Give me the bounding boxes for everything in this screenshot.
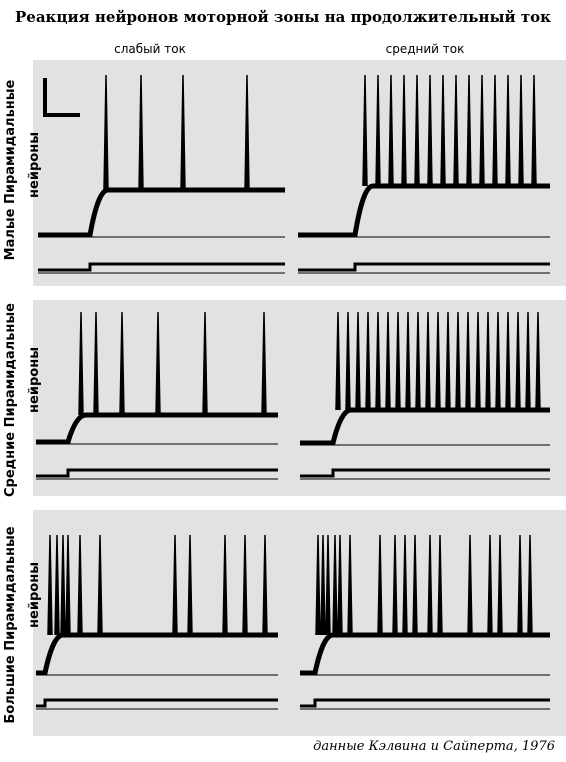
- spike: [525, 311, 531, 411]
- spike: [535, 311, 541, 411]
- voltage-trace: [36, 632, 278, 676]
- spike: [375, 74, 381, 187]
- spike: [427, 74, 433, 187]
- spike: [172, 534, 178, 636]
- spike: [405, 311, 411, 411]
- current-trace: [300, 698, 550, 708]
- spike: [475, 311, 481, 411]
- spike: [517, 534, 523, 636]
- spike: [515, 311, 521, 411]
- voltage-trace: [36, 412, 278, 445]
- voltage-trace: [300, 407, 550, 446]
- spike: [365, 311, 371, 411]
- spike: [347, 534, 353, 636]
- spike: [385, 311, 391, 411]
- spike: [497, 534, 503, 636]
- row-label: нейроны: [27, 347, 42, 413]
- row-label: нейроны: [27, 132, 42, 198]
- spike: [355, 311, 361, 411]
- spike: [425, 311, 431, 411]
- spike: [93, 311, 99, 416]
- spike: [325, 534, 331, 636]
- spike: [362, 74, 368, 187]
- spike: [466, 74, 472, 187]
- spike: [262, 534, 268, 636]
- row-label: Средние Пирамидальные: [3, 303, 18, 497]
- spike: [465, 311, 471, 411]
- spike: [244, 74, 250, 191]
- spike: [119, 311, 125, 416]
- spike: [388, 74, 394, 187]
- spike: [97, 534, 103, 636]
- spike: [414, 74, 420, 187]
- current-trace: [38, 262, 285, 272]
- spike: [518, 74, 524, 187]
- spike: [485, 311, 491, 411]
- current-trace: [298, 262, 550, 272]
- current-trace: [36, 698, 278, 708]
- spike: [440, 74, 446, 187]
- spike: [487, 534, 493, 636]
- spike: [479, 74, 485, 187]
- spike: [320, 534, 326, 636]
- spike: [202, 311, 208, 416]
- column-label: слабый ток: [114, 42, 186, 56]
- spike: [427, 534, 433, 636]
- spike: [375, 311, 381, 411]
- spike: [467, 534, 473, 636]
- spike: [531, 74, 537, 187]
- row-label: Большие Пирамидальные: [3, 526, 18, 723]
- spike: [435, 311, 441, 411]
- spike: [47, 534, 53, 636]
- spike: [138, 74, 144, 191]
- spike: [395, 311, 401, 411]
- spike: [505, 74, 511, 187]
- voltage-trace: [300, 632, 550, 676]
- spike: [77, 534, 83, 636]
- spike: [78, 311, 84, 416]
- spike: [495, 311, 501, 411]
- spike: [180, 74, 186, 191]
- spike: [54, 534, 60, 636]
- column-label: средний ток: [386, 42, 465, 56]
- spike: [65, 534, 71, 636]
- spike: [222, 534, 228, 636]
- spike: [527, 534, 533, 636]
- spike: [402, 534, 408, 636]
- row-label: нейроны: [27, 562, 42, 628]
- source-note: данные Кэлвина и Сайперта, 1976: [313, 739, 555, 754]
- spike: [437, 534, 443, 636]
- voltage-trace: [298, 183, 550, 238]
- spike: [337, 534, 343, 636]
- spike: [453, 74, 459, 187]
- current-trace: [300, 468, 550, 478]
- spike: [242, 534, 248, 636]
- spike: [335, 311, 341, 411]
- spike: [392, 534, 398, 636]
- spike: [412, 534, 418, 636]
- spike: [455, 311, 461, 411]
- spike: [505, 311, 511, 411]
- current-trace: [36, 468, 278, 478]
- panel-bg: [33, 60, 566, 286]
- row-label: Малые Пирамидальные: [3, 79, 18, 260]
- spike: [401, 74, 407, 187]
- spike: [445, 311, 451, 411]
- spike: [345, 311, 351, 411]
- scale-bar: [43, 78, 80, 117]
- spike: [261, 311, 267, 416]
- spike: [103, 74, 109, 191]
- spike: [415, 311, 421, 411]
- spike: [492, 74, 498, 187]
- spike: [60, 534, 66, 636]
- spike: [315, 534, 321, 636]
- spike: [377, 534, 383, 636]
- spike: [187, 534, 193, 636]
- title: Реакция нейронов моторной зоны на продол…: [15, 8, 551, 26]
- spike: [332, 534, 338, 636]
- spike: [155, 311, 161, 416]
- panel-bg: [33, 510, 566, 736]
